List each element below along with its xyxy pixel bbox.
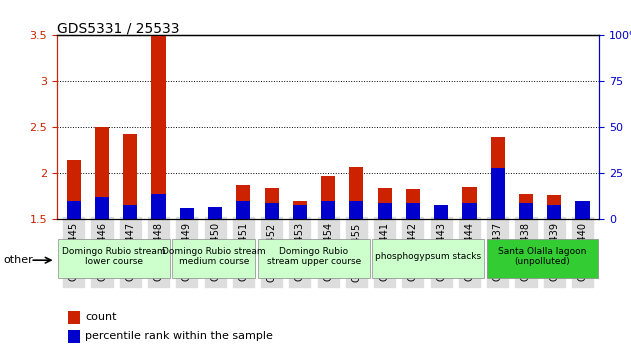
Bar <box>180 209 194 219</box>
Text: GDS5331 / 25533: GDS5331 / 25533 <box>57 21 179 35</box>
Bar <box>321 176 335 219</box>
Bar <box>264 188 279 219</box>
Bar <box>180 209 194 219</box>
Text: count: count <box>85 312 117 322</box>
Bar <box>151 194 165 219</box>
Bar <box>95 198 109 219</box>
Text: other: other <box>3 255 33 265</box>
Bar <box>547 195 562 219</box>
FancyBboxPatch shape <box>172 239 256 278</box>
Bar <box>434 206 448 219</box>
Bar <box>434 205 448 219</box>
FancyBboxPatch shape <box>487 239 598 278</box>
Bar <box>123 134 138 219</box>
Text: Domingo Rubio stream
medium course: Domingo Rubio stream medium course <box>162 247 266 266</box>
Text: Santa Olalla lagoon
(unpolluted): Santa Olalla lagoon (unpolluted) <box>498 247 587 266</box>
Bar <box>519 194 533 219</box>
Bar <box>547 205 562 219</box>
Bar <box>293 201 307 219</box>
Bar <box>463 187 476 219</box>
Bar <box>68 330 80 343</box>
FancyBboxPatch shape <box>58 239 170 278</box>
Bar <box>208 207 222 219</box>
Bar <box>350 201 363 219</box>
FancyBboxPatch shape <box>372 239 484 278</box>
Bar <box>67 160 81 219</box>
Text: percentile rank within the sample: percentile rank within the sample <box>85 331 273 341</box>
Bar <box>519 203 533 219</box>
Bar <box>264 203 279 219</box>
Bar <box>463 203 476 219</box>
FancyBboxPatch shape <box>258 239 370 278</box>
Bar <box>208 210 222 219</box>
Text: Domingo Rubio stream
lower course: Domingo Rubio stream lower course <box>62 247 166 266</box>
Text: Domingo Rubio
stream upper course: Domingo Rubio stream upper course <box>267 247 361 266</box>
Bar <box>67 201 81 219</box>
Bar <box>236 201 251 219</box>
Bar <box>123 205 138 219</box>
Bar <box>377 188 392 219</box>
Bar <box>406 189 420 219</box>
Bar <box>321 201 335 219</box>
Bar <box>151 35 165 219</box>
Bar <box>236 184 251 219</box>
Bar <box>406 203 420 219</box>
Bar <box>68 311 80 324</box>
Bar <box>95 127 109 219</box>
Bar <box>350 167 363 219</box>
Bar <box>491 168 505 219</box>
Bar <box>575 207 589 219</box>
Text: phosphogypsum stacks: phosphogypsum stacks <box>375 252 481 261</box>
Bar <box>293 205 307 219</box>
Bar <box>491 137 505 219</box>
Bar <box>377 203 392 219</box>
Bar <box>575 201 589 219</box>
